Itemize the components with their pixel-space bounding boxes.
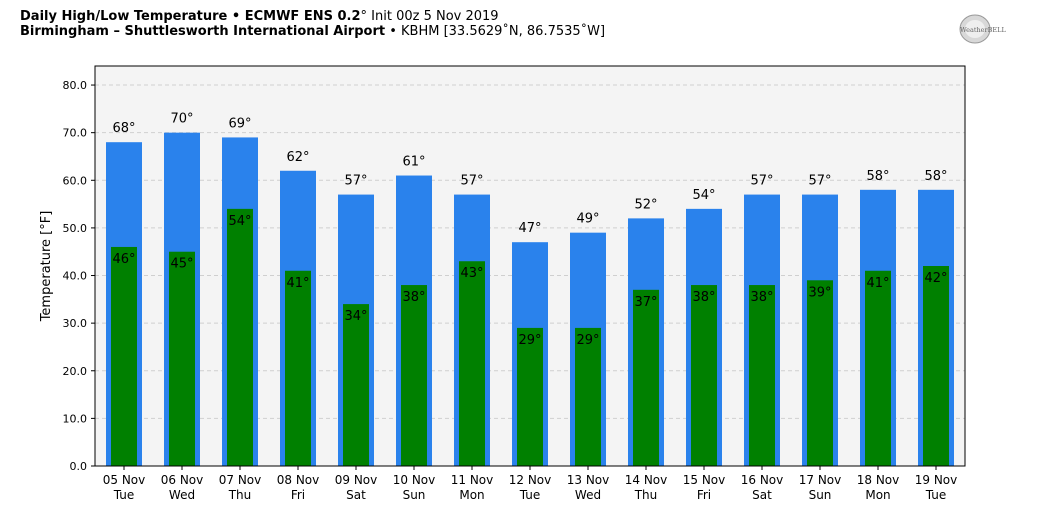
low-temp-label: 38° [750, 290, 773, 305]
x-tick-date: 18 Nov [857, 473, 900, 487]
low-temp-label: 42° [924, 271, 947, 286]
x-tick-weekday: Wed [169, 488, 195, 502]
station-name: Birmingham – Shuttlesworth International… [20, 24, 386, 39]
y-tick-label: 30.0 [63, 317, 88, 330]
low-temp-bar [575, 327, 601, 466]
high-temp-label: 58° [924, 169, 947, 184]
low-temp-bar [691, 285, 717, 466]
title-line-1: Daily High/Low Temperature • ECMWF ENS 0… [20, 9, 605, 24]
high-temp-label: 57° [808, 174, 831, 189]
y-axis-label: Temperature [°F] [39, 211, 54, 323]
x-tick-date: 06 Nov [161, 473, 204, 487]
x-tick-weekday: Sun [809, 488, 832, 502]
y-tick-label: 20.0 [63, 365, 88, 378]
high-temp-label: 47° [518, 221, 541, 236]
y-tick-label: 0.0 [70, 460, 88, 473]
high-temp-label: 69° [228, 116, 251, 131]
x-tick-date: 08 Nov [277, 473, 320, 487]
x-tick-date: 14 Nov [625, 473, 668, 487]
low-temp-label: 41° [286, 276, 309, 291]
high-temp-label: 70° [170, 112, 193, 127]
x-tick-weekday: Wed [575, 488, 601, 502]
x-tick-weekday: Sat [752, 488, 772, 502]
x-tick-date: 05 Nov [103, 473, 146, 487]
low-temp-bar [285, 270, 311, 466]
high-temp-label: 54° [692, 188, 715, 203]
x-tick-date: 07 Nov [219, 473, 262, 487]
low-temp-label: 45° [170, 257, 193, 272]
x-tick-date: 15 Nov [683, 473, 726, 487]
y-tick-label: 70.0 [63, 127, 88, 140]
title-main: Daily High/Low Temperature • ECMWF ENS 0… [20, 9, 361, 24]
station-coords: • KBHM [33.5629˚N, 86.7535˚W] [385, 24, 606, 39]
low-temp-bar [517, 327, 543, 466]
x-tick-date: 13 Nov [567, 473, 610, 487]
y-tick-label: 80.0 [63, 79, 88, 92]
low-temp-label: 54° [228, 214, 251, 229]
x-tick-weekday: Fri [291, 488, 305, 502]
x-tick-date: 09 Nov [335, 473, 378, 487]
low-temp-label: 41° [866, 276, 889, 291]
y-tick-label: 50.0 [63, 222, 88, 235]
low-temp-label: 43° [460, 266, 483, 281]
x-tick-weekday: Mon [865, 488, 890, 502]
low-temp-bar [343, 304, 369, 466]
low-temp-label: 38° [692, 290, 715, 305]
chart-header: Daily High/Low Temperature • ECMWF ENS 0… [20, 9, 605, 39]
y-tick-label: 60.0 [63, 174, 88, 187]
low-temp-label: 37° [634, 295, 657, 310]
high-temp-label: 57° [750, 174, 773, 189]
x-tick-weekday: Tue [519, 488, 541, 502]
x-tick-date: 12 Nov [509, 473, 552, 487]
logo-text: WeatherBELL [960, 26, 1006, 34]
low-temp-bar [923, 266, 949, 466]
low-temp-bar [633, 289, 659, 466]
title-init: Init 00z 5 Nov 2019 [367, 9, 499, 24]
x-tick-date: 10 Nov [393, 473, 436, 487]
y-tick-label: 40.0 [63, 270, 88, 283]
x-tick-weekday: Sat [346, 488, 366, 502]
low-temp-bar [749, 285, 775, 466]
title-degree: ° [360, 9, 368, 24]
x-tick-weekday: Tue [925, 488, 947, 502]
x-tick-weekday: Thu [634, 488, 658, 502]
low-temp-label: 46° [112, 252, 135, 267]
low-temp-bar [459, 261, 485, 466]
low-temp-bar [807, 280, 833, 466]
x-tick-weekday: Fri [697, 488, 711, 502]
plot-frame [94, 65, 966, 467]
title-line-2: Birmingham – Shuttlesworth International… [20, 24, 605, 39]
low-temp-label: 38° [402, 290, 425, 305]
weatherbell-logo-icon: WeatherBELL [959, 14, 1006, 44]
low-temp-label: 39° [808, 285, 831, 300]
low-temp-label: 29° [518, 333, 541, 348]
low-temp-label: 29° [576, 333, 599, 348]
low-temp-bar [111, 246, 137, 466]
x-tick-weekday: Tue [113, 488, 135, 502]
low-temp-label: 34° [344, 309, 367, 324]
high-temp-label: 62° [286, 150, 309, 165]
high-temp-label: 57° [344, 174, 367, 189]
x-tick-weekday: Thu [228, 488, 252, 502]
y-tick-label: 10.0 [63, 412, 88, 425]
low-temp-bar [865, 270, 891, 466]
high-temp-label: 49° [576, 212, 599, 227]
high-temp-label: 58° [866, 169, 889, 184]
x-tick-weekday: Sun [403, 488, 426, 502]
high-temp-label: 61° [402, 155, 425, 170]
x-tick-date: 17 Nov [799, 473, 842, 487]
low-temp-bar [227, 208, 253, 466]
low-temp-bar [401, 285, 427, 466]
x-tick-weekday: Mon [459, 488, 484, 502]
x-tick-date: 19 Nov [915, 473, 958, 487]
low-temp-bar [169, 251, 195, 466]
x-tick-date: 11 Nov [451, 473, 494, 487]
x-tick-date: 16 Nov [741, 473, 784, 487]
high-temp-label: 68° [112, 121, 135, 136]
high-temp-label: 52° [634, 197, 657, 212]
high-temp-label: 57° [460, 174, 483, 189]
